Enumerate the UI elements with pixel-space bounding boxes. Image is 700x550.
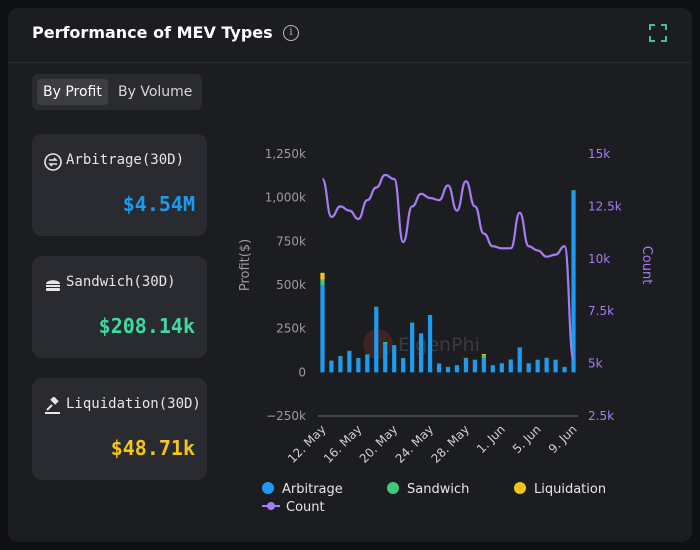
bar-arbitrage	[508, 360, 513, 373]
chart-legend: Arbitrage Sandwich Liquidation Count	[262, 480, 682, 520]
bar-liquidation	[481, 353, 486, 355]
bar-arbitrage	[499, 363, 504, 373]
x-tick-label: 20. May	[357, 422, 401, 466]
sandwich-icon	[46, 280, 60, 291]
bar-sandwich	[374, 306, 379, 308]
y-right-tick-label: 2.5k	[588, 409, 614, 423]
info-icon[interactable]: i	[283, 25, 299, 41]
y-right-axis-title: Count	[639, 246, 654, 285]
bar-sandwich	[517, 347, 522, 348]
bar-arbitrage	[374, 307, 379, 373]
stat-label-sandwich: Sandwich(30D)	[66, 274, 176, 290]
mev-chart: EigenPhi 1,250k 1,000k 750k 500k 250k 0 −250k 15…	[238, 147, 654, 466]
bar-sandwich	[419, 333, 424, 334]
watermark-text: EigenPhi	[398, 334, 480, 356]
gavel-icon	[45, 397, 60, 414]
bar-arbitrage	[454, 365, 460, 373]
bar-arbitrage	[535, 360, 540, 373]
bar-arbitrage	[544, 358, 549, 373]
bar-arbitrage	[472, 360, 477, 373]
y-right-tick-label: 12.5k	[588, 199, 622, 213]
y-left-tick-label: 1,000k	[265, 191, 306, 205]
bar-sandwich	[347, 350, 352, 352]
x-tick-label: 12. May	[285, 422, 329, 466]
bar-sandwich	[481, 354, 486, 359]
toggle-by-profit[interactable]: By Profit	[37, 79, 108, 105]
stat-label-liquidation: Liquidation(30D)	[66, 396, 201, 412]
y-left-tick-label: 500k	[276, 278, 306, 292]
stat-value-sandwich: $208.14k	[98, 314, 195, 338]
x-tick-label: 28. May	[428, 422, 472, 466]
bar-arbitrage	[356, 358, 361, 373]
y-right-tick-label: 15k	[588, 147, 610, 161]
bar-arbitrage	[320, 285, 325, 373]
bar-arbitrage	[490, 365, 495, 373]
bar-arbitrage	[445, 367, 451, 373]
x-tick-label: 16. May	[321, 422, 365, 466]
bar-sandwich	[338, 356, 343, 357]
bar-arbitrage	[526, 363, 531, 373]
bar-arbitrage	[383, 343, 388, 373]
y-right-tick-label: 7.5k	[588, 304, 614, 318]
legend-item-arbitrage[interactable]: Arbitrage	[262, 482, 343, 497]
legend-item-sandwich[interactable]: Sandwich	[387, 482, 469, 497]
bar-arbitrage	[517, 347, 522, 373]
legend-item-count[interactable]: Count	[262, 500, 325, 515]
x-tick-label: 5. Jun	[510, 422, 544, 456]
bar-arbitrage	[553, 360, 558, 373]
bar-arbitrage	[419, 333, 424, 373]
expand-icon[interactable]	[649, 24, 667, 42]
stat-card-arbitrage: Arbitrage(30D) $4.54M	[32, 134, 207, 236]
x-tick-label: 24. May	[393, 422, 437, 466]
bar-arbitrage	[338, 356, 343, 373]
bar-arbitrage	[347, 351, 352, 373]
legend-item-liquidation[interactable]: Liquidation	[514, 482, 606, 497]
bar-arbitrage	[329, 360, 334, 373]
bar-sandwich	[508, 359, 513, 361]
toggle-by-volume[interactable]: By Volume	[118, 84, 193, 100]
x-tick-label: 9. Jun	[546, 422, 580, 456]
bar-sandwich	[320, 279, 325, 285]
stat-value-liquidation: $48.71k	[110, 436, 195, 460]
bar-arbitrage	[427, 315, 433, 373]
count-line	[321, 173, 575, 361]
stat-card-liquidation: Liquidation(30D) $48.71k	[32, 378, 207, 480]
bar-arbitrage	[571, 190, 576, 373]
bar-arbitrage	[436, 363, 442, 373]
bar-sandwich	[571, 190, 576, 191]
y-left-tick-label: 1,250k	[265, 147, 306, 161]
bar-sandwich	[383, 342, 388, 344]
y-right-tick-label: 10k	[588, 252, 610, 266]
mev-performance-card: Performance of MEV Types i By Profit By …	[8, 8, 692, 542]
bar-sandwich	[544, 357, 549, 359]
card-title: Performance of MEV Types	[32, 23, 273, 42]
y-left-tick-label: 0	[298, 365, 306, 379]
stat-value-arbitrage: $4.54M	[122, 192, 195, 216]
bar-sandwich	[365, 354, 370, 355]
arbitrage-icon	[44, 153, 62, 171]
x-tick-label: 1. Jun	[474, 422, 508, 456]
bar-liquidation	[320, 272, 325, 280]
bar-arbitrage	[562, 367, 567, 373]
bar-sandwich	[427, 315, 433, 316]
bar-sandwich	[392, 345, 397, 347]
bar-sandwich	[463, 357, 469, 359]
y-left-axis-title: Profit($)	[238, 239, 253, 291]
y-left-tick-label: 750k	[276, 234, 306, 248]
y-left-tick-label: 250k	[276, 322, 306, 336]
card-header: Performance of MEV Types i	[8, 8, 692, 63]
bar-sandwich	[410, 322, 415, 324]
bar-arbitrage	[392, 346, 397, 373]
stat-label-arbitrage: Arbitrage(30D)	[66, 152, 185, 168]
bar-arbitrage	[401, 358, 406, 373]
bar-arbitrage	[365, 354, 370, 373]
stat-card-sandwich: Sandwich(30D) $208.14k	[32, 256, 207, 358]
bar-arbitrage	[410, 323, 415, 373]
bar-arbitrage	[481, 358, 486, 373]
profit-volume-toggle: By Profit By Volume	[32, 74, 202, 110]
bar-arbitrage	[463, 358, 469, 373]
y-left-tick-label: −250k	[266, 409, 306, 423]
y-right-tick-label: 5k	[588, 357, 603, 371]
